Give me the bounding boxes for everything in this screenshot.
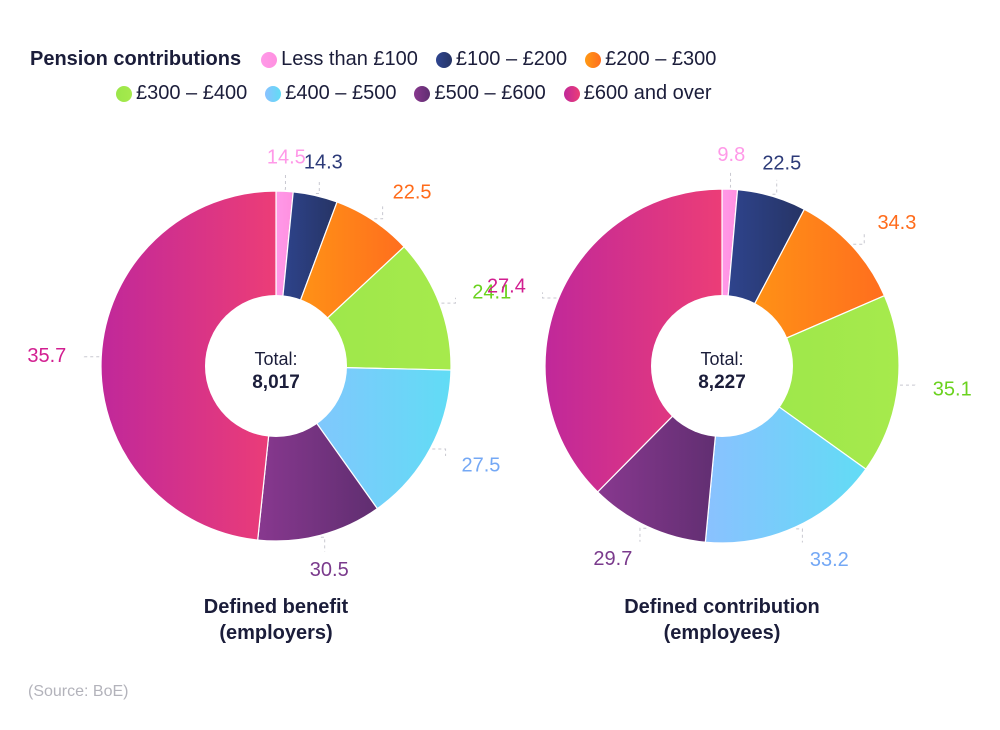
data-label: 14.5 (267, 146, 306, 168)
legend-item-100-200: £100 – £200 (435, 48, 567, 71)
chart-title-defined-contribution: Defined contribution (employees) (624, 596, 820, 644)
legend-item-600-and-over: £600 and over (563, 82, 712, 105)
leader-line (772, 179, 778, 195)
center-total-value: 8,017 (252, 372, 300, 393)
center-total-label: Total: (700, 349, 743, 369)
donut-hole (205, 295, 347, 437)
data-label: 33.2 (810, 549, 849, 571)
legend-swatch-icon (585, 51, 602, 68)
data-label: 34.3 (877, 212, 916, 234)
donut-slice-7 (100, 190, 277, 541)
leader-line (441, 297, 456, 304)
data-label: 35.1 (933, 379, 972, 401)
donut-hole (651, 295, 793, 437)
data-label: 24.1 (472, 281, 511, 303)
legend-item-400-500: £400 – £500 (265, 82, 396, 105)
data-label: 29.7 (593, 548, 632, 570)
data-label: 27.4 (487, 275, 526, 297)
leader-line (83, 355, 100, 358)
legend-title: Pension contributions (30, 48, 242, 70)
data-label: 22.5 (393, 181, 432, 203)
legend-item-less-than-100: Less than £100 (261, 48, 418, 71)
leader-line (899, 384, 916, 387)
leader-line (374, 206, 384, 220)
donut-slice-4 (720, 294, 900, 470)
legend-row-1: Pension contributions Less than £100 £10… (30, 48, 734, 71)
data-label: 27.5 (461, 454, 500, 476)
legend-item-500-600: £500 – £600 (414, 82, 546, 105)
leader-line (729, 172, 732, 188)
data-label: 35.7 (27, 345, 66, 367)
leader-line (639, 527, 647, 542)
leader-line (284, 174, 286, 190)
leader-line (542, 292, 557, 299)
legend-item-200-300: £200 – £300 (585, 48, 716, 71)
center-total-label: Total: (254, 349, 297, 369)
chart-title-defined-benefit: Defined benefit (employers) (203, 596, 349, 644)
data-label: 22.5 (762, 153, 801, 175)
leader-line (853, 234, 865, 245)
leader-line (796, 528, 803, 543)
data-label: 30.5 (310, 559, 349, 581)
legend-swatch-icon (116, 85, 132, 102)
center-total-value: 8,227 (698, 372, 746, 393)
legend-swatch-icon (265, 85, 282, 102)
legend-swatch-icon (261, 51, 278, 68)
donut-slice-7 (544, 188, 723, 493)
legend-item-300-400: £300 – £400 (116, 82, 247, 105)
donut-chart-defined-contribution: 9.8 22.5 34.3 35.1 33.2 29.7 27.4 Total: 8,227 (487, 144, 972, 571)
legend-swatch-icon (435, 51, 452, 68)
source-note: (Source: BoE) (28, 683, 129, 700)
leader-line (315, 178, 320, 195)
leader-line (432, 448, 447, 457)
donut-chart-defined-benefit: 14.514.3 22.5 24.1 27.5 30.5 35.7 Total: 8,017 (27, 146, 511, 581)
legend-row-2: £300 – £400 £400 – £500 £500 – £600 £600… (116, 82, 730, 105)
legend-swatch-icon (563, 85, 580, 102)
legend-swatch-icon (414, 85, 431, 102)
leader-line (320, 536, 326, 552)
data-label: 14.3 (304, 151, 343, 173)
data-label: 9.8 (717, 144, 745, 166)
